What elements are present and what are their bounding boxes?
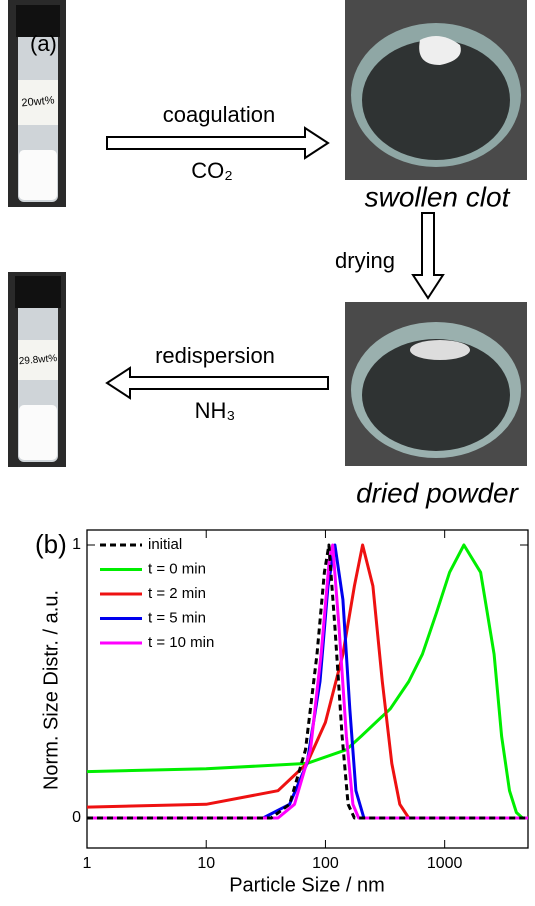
x-tick-label: 1000 (427, 855, 463, 872)
step-label: redispersion (155, 343, 275, 368)
dish-photo (345, 302, 527, 466)
step-label: NH₃ (195, 398, 236, 423)
product-label: dried powder (356, 477, 520, 508)
figure: 20wt% (a) swollen clot 29.8wt% dried pow… (0, 0, 535, 901)
y-tick-label: 1 (72, 536, 81, 553)
x-tick-label: 1 (83, 855, 92, 872)
legend-label: initial (148, 536, 182, 553)
step-label: CO₂ (191, 158, 233, 183)
legend-label: t = 0 min (148, 560, 206, 577)
arrow (107, 128, 328, 158)
legend-label: t = 2 min (148, 585, 206, 602)
step-label: coagulation (163, 102, 276, 127)
vial-photo: 29.8wt% (8, 272, 66, 467)
legend-label: t = 5 min (148, 609, 206, 626)
panel-label: (a) (30, 31, 57, 56)
plot-frame (87, 530, 528, 848)
step-label: drying (335, 248, 395, 273)
arrow (413, 213, 443, 298)
panel-label: (b) (35, 529, 67, 559)
x-tick-label: 10 (197, 855, 215, 872)
dish-photo (345, 0, 527, 180)
product-label: swollen clot (365, 181, 511, 212)
x-axis-label: Particle Size / nm (229, 874, 385, 896)
legend-label: t = 10 min (148, 634, 214, 651)
y-axis-label: Norm. Size Distr. / a.u. (40, 590, 62, 790)
arrow (107, 368, 328, 398)
x-tick-label: 100 (312, 855, 339, 872)
y-tick-label: 0 (72, 809, 81, 826)
